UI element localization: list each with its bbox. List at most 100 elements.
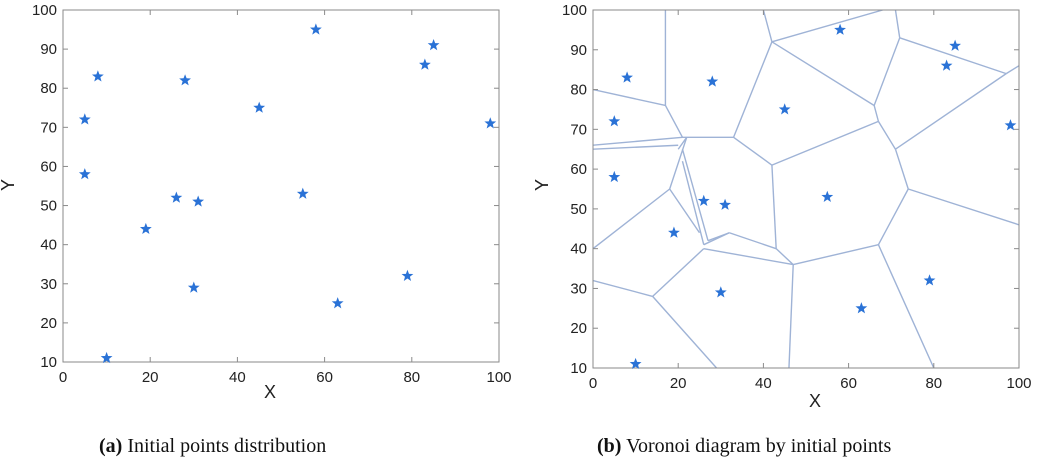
panel-b-voronoi-edge-12 [681, 149, 709, 241]
panel-b-y-tick-label: 10 [570, 360, 587, 377]
panel-b-y-tick-label: 40 [570, 241, 587, 258]
panel-a-point-7 [192, 195, 205, 207]
panel-b-voronoi-edge-26 [894, 149, 909, 190]
panel-b-point-13 [923, 274, 936, 286]
panel-b: 0 20 40 60 80 100 10 20 30 40 50 60 70 80 90 100 X Y (b… [532, 2, 1032, 457]
panel-b-point-16 [1004, 119, 1017, 131]
panel-b-voronoi-edge-34 [1005, 65, 1019, 75]
panel-b-voronoi-edge-22 [793, 244, 879, 266]
panel-a: 0 20 40 60 80 100 10 20 30 40 50 60 70 80 90 100 X Y (a… [0, 2, 512, 457]
panel-a-y-tick-label: 50 [40, 198, 57, 215]
panel-a-x-tick-label: 80 [403, 369, 420, 386]
panel-a-point-13 [401, 269, 414, 281]
panel-b-voronoi-edge-36 [652, 248, 705, 297]
panel-b-voronoi-edge-30 [771, 41, 875, 107]
panel-b-voronoi-edges [593, 10, 1019, 368]
panel-a-point-5 [170, 191, 183, 203]
panel-b-voronoi-edge-9 [771, 165, 777, 249]
panel-b-y-tick-label: 60 [570, 161, 587, 178]
panel-a-caption-label: (a) [99, 435, 122, 457]
panel-a-x-tick-label: 100 [486, 369, 511, 386]
panel-b-plot-area: 0 20 40 60 80 100 10 20 30 40 50 60 70 80 90 100 [562, 2, 1032, 392]
panel-a-point-0 [78, 113, 91, 125]
panel-b-x-tick-label: 40 [755, 375, 772, 392]
panel-b-voronoi-edge-17 [593, 188, 671, 250]
panel-b-point-3 [629, 357, 642, 370]
panel-a-y-tick-label: 30 [40, 276, 57, 293]
panel-b-y-tick-label: 80 [570, 82, 587, 99]
panel-a-point-15 [427, 39, 440, 51]
panel-b-x-tick-label: 0 [589, 375, 597, 392]
panel-b-voronoi-edge-24 [877, 188, 909, 246]
panel-b-voronoi-edge-29 [873, 105, 880, 122]
panel-a-point-11 [309, 23, 322, 35]
panel-b-point-8 [714, 286, 727, 298]
panel-b-y-tick-label: 100 [562, 2, 587, 19]
panel-b-voronoi-edge-38 [652, 295, 718, 368]
panel-a-point-9 [253, 101, 266, 113]
panel-b-caption-text: Voronoi diagram by initial points [621, 435, 891, 457]
panel-b-voronoi-edge-21 [788, 264, 794, 368]
panel-b-y-tick-label: 30 [570, 280, 587, 297]
panel-a-y-tick-label: 20 [40, 315, 57, 332]
panel-b-voronoi-edge-10 [729, 232, 777, 250]
panel-b-y-tick-label: 90 [570, 42, 587, 59]
panel-b-x-tick-label: 60 [840, 375, 857, 392]
panel-b-voronoi-edge-15 [593, 144, 679, 150]
panel-b-point-4 [668, 226, 680, 238]
panel-b-point-15 [949, 39, 961, 51]
panel-b-voronoi-edge-20 [775, 248, 794, 266]
panel-b-voronoi-edge-16 [677, 136, 688, 150]
panel-a-point-4 [139, 222, 152, 235]
panel-b-voronoi-edge-2 [664, 105, 684, 138]
panel-b-point-1 [608, 170, 621, 183]
panel-b-voronoi-edge-6 [762, 10, 773, 43]
panel-b-point-14 [940, 59, 953, 71]
panel-a-point-14 [418, 58, 431, 70]
panel-b-voronoi-edge-37 [593, 279, 653, 298]
panel-a-x-tick-label: 60 [316, 369, 333, 386]
panel-a-point-8 [187, 281, 200, 293]
panel-b-voronoi-edge-33 [899, 37, 1007, 75]
panel-b-point-2 [621, 71, 633, 83]
panel-a-y-tick-label: 70 [40, 119, 57, 136]
panel-b-point-6 [706, 75, 719, 87]
panel-b-voronoi-edge-28 [771, 120, 879, 166]
panel-b-y-label: Y [532, 179, 552, 191]
panel-b-voronoi-edge-8 [733, 136, 773, 166]
panel-b-y-tick-label: 20 [570, 320, 587, 337]
panel-b-voronoi-edge-18 [669, 188, 701, 234]
panel-a-point-16 [484, 117, 497, 129]
panel-a-x-label: X [264, 382, 276, 402]
panel-b-voronoi-edge-39 [703, 247, 794, 266]
panel-a-y-tick-label: 60 [40, 158, 57, 175]
panel-b-voronoi-edge-19 [669, 137, 688, 190]
panel-a-y-tick-label: 80 [40, 80, 57, 97]
panel-b-point-9 [778, 103, 791, 115]
panel-a-x-tick-label: 20 [142, 369, 159, 386]
panel-a-y-tick-label: 90 [40, 41, 57, 58]
panel-b-point-11 [834, 23, 846, 35]
panel-b-point-5 [697, 194, 710, 206]
panel-b-axes-frame [592, 9, 1020, 369]
panel-b-point-7 [719, 198, 731, 210]
panel-a-plot-area: 0 20 40 60 80 100 10 20 30 40 50 60 70 80 90 100 [32, 2, 512, 386]
panel-a-y-tick-label: 10 [40, 354, 57, 371]
panel-b-caption: (b) Voronoi diagram by initial points [597, 435, 891, 457]
panel-b-voronoi-edge-35 [895, 73, 1007, 150]
panel-b-voronoi-edge-31 [873, 37, 901, 106]
panel-a-x-tick-label: 40 [229, 369, 246, 386]
panel-a-point-12 [331, 297, 344, 309]
panel-b-voronoi-edge-32 [894, 10, 901, 38]
panel-a-axes-frame [62, 9, 500, 363]
panel-b-point-10 [821, 190, 834, 202]
panel-b-voronoi-edge-3 [593, 136, 683, 146]
panel-b-voronoi-edge-7 [771, 10, 883, 43]
panel-a-x-tick-label: 0 [59, 369, 67, 386]
panel-b-x-tick-label: 80 [925, 375, 942, 392]
panel-b-voronoi-edge-27 [877, 121, 897, 150]
panel-b-voronoi-edge-23 [877, 244, 935, 368]
panel-b-voronoi-edge-5 [732, 41, 773, 138]
panel-a-y-tick-label: 40 [40, 237, 57, 254]
